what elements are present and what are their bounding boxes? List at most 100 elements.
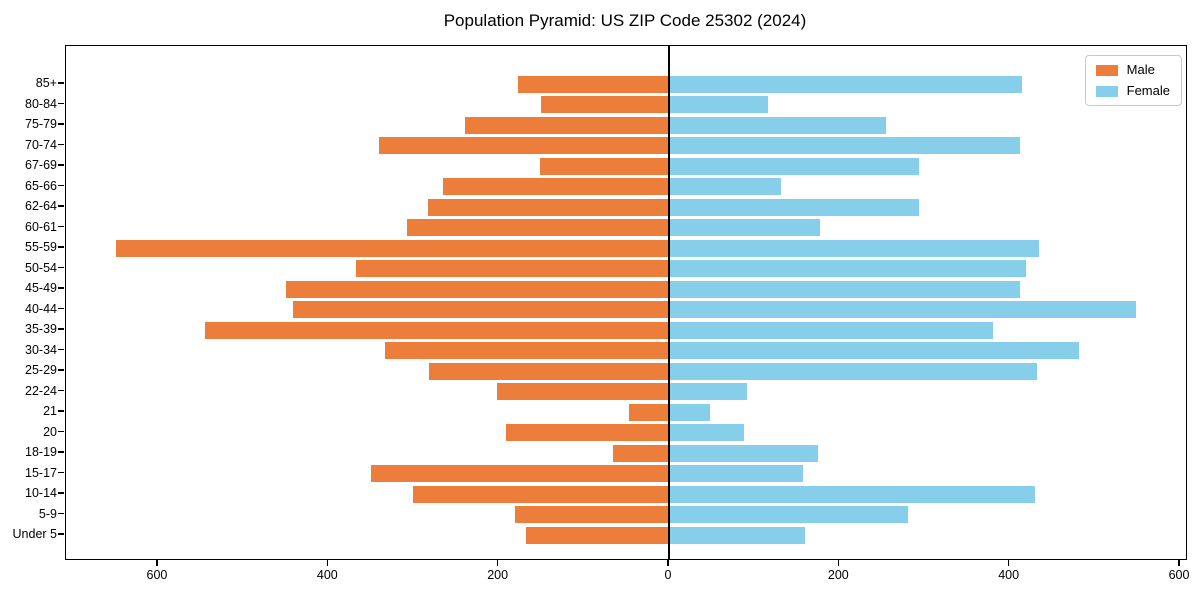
bar-female-62-64	[669, 198, 919, 216]
bar-male-10-14	[413, 485, 669, 503]
y-label-35-39: 35-39	[25, 322, 57, 336]
y-label-85+: 85+	[35, 76, 57, 90]
y-label-40-44: 40-44	[25, 301, 57, 316]
y-label-50-54: 50-54	[25, 260, 57, 275]
y-label-70-74: 70-74	[25, 137, 57, 152]
bar-female-45-49	[669, 280, 1020, 298]
bar-male-62-64	[427, 198, 669, 216]
y-tickmark-67-69	[58, 164, 64, 166]
bar-female-65-66	[669, 178, 781, 195]
y-tickmark-30-34	[58, 348, 64, 351]
y-label-5-9: 5-9	[38, 506, 57, 521]
legend: Male Female	[1084, 55, 1182, 106]
bar-male-85+	[518, 75, 669, 93]
bar-female-15-17	[669, 465, 803, 482]
x-ticklabel-200-2: 200	[487, 568, 509, 582]
bar-male-60-61	[406, 219, 669, 236]
y-label-60-61: 60-61	[25, 219, 57, 234]
y-label-65-66: 65-66	[25, 178, 57, 193]
y-label-45-49: 45-49	[25, 281, 57, 295]
x-ticklabel-0-3: 0	[664, 568, 672, 582]
y-label-30-34: 30-34	[25, 342, 57, 357]
bar-male-20	[506, 424, 669, 441]
bar-male-67-69	[540, 157, 669, 175]
bar-male-45-49	[285, 280, 669, 298]
y-tickmark-80-84	[58, 102, 64, 105]
y-tickmark-45-49	[58, 287, 64, 289]
x-tickmark-200-2	[496, 560, 499, 566]
bar-male-15-17	[370, 465, 669, 482]
y-tickmark-65-66	[58, 184, 64, 187]
bar-male-80-84	[541, 96, 669, 113]
y-label-62-64: 62-64	[25, 199, 57, 213]
legend-label-male: Male	[1126, 62, 1155, 77]
bar-male-22-24	[496, 383, 669, 400]
y-label-25-29: 25-29	[25, 363, 57, 377]
bar-female-70-74	[669, 137, 1020, 154]
bar-male-21	[628, 403, 669, 421]
y-tickmark-35-39	[58, 328, 64, 330]
y-label-75-79: 75-79	[25, 117, 57, 131]
x-tickmark-600-0	[156, 560, 158, 566]
bar-female-80-84	[669, 96, 768, 113]
y-tickmark-40-44	[58, 307, 64, 310]
bar-female-22-24	[669, 383, 747, 400]
male-color-swatch	[1095, 64, 1118, 76]
legend-item-female: Female	[1095, 83, 1170, 98]
y-label-Under 5: Under 5	[12, 527, 57, 541]
y-tickmark-60-61	[58, 225, 64, 228]
plot-area: Male Female	[65, 45, 1187, 560]
bar-female-85+	[669, 75, 1023, 93]
y-tickmark-21	[58, 410, 64, 412]
bar-male-50-54	[355, 260, 669, 277]
y-label-18-19: 18-19	[25, 445, 57, 459]
bar-female-21	[669, 403, 710, 421]
y-label-21: 21	[43, 404, 57, 418]
y-tickmark-70-74	[58, 143, 64, 146]
y-tickmark-75-79	[58, 123, 64, 125]
x-ticklabel-400-5: 400	[998, 568, 1020, 582]
bar-female-60-61	[669, 219, 820, 236]
y-tickmark-Under 5	[58, 533, 64, 535]
y-tickmark-85+	[58, 82, 64, 84]
bar-female-67-69	[669, 157, 919, 175]
x-ticklabel-600-6: 600	[1168, 568, 1190, 582]
legend-label-female: Female	[1126, 83, 1170, 98]
x-tickmark-400-1	[326, 560, 329, 566]
y-tickmark-55-59	[58, 246, 64, 248]
bar-female-25-29	[669, 362, 1037, 380]
y-tickmark-50-54	[58, 266, 64, 269]
y-label-80-84: 80-84	[25, 96, 57, 111]
bar-male-25-29	[428, 362, 669, 380]
y-tickmark-22-24	[58, 389, 64, 392]
bar-female-55-59	[669, 239, 1040, 257]
bar-female-40-44	[669, 301, 1136, 318]
x-tickmark-0-3	[667, 560, 669, 566]
y-tickmark-5-9	[58, 512, 64, 515]
bar-male-30-34	[385, 342, 669, 359]
bar-male-35-39	[204, 321, 669, 339]
x-ticklabel-400-1: 400	[316, 568, 338, 582]
bar-female-30-34	[669, 342, 1079, 359]
bar-female-75-79	[669, 116, 887, 134]
bar-female-50-54	[669, 260, 1026, 277]
y-label-10-14: 10-14	[25, 486, 57, 500]
bar-male-Under 5	[525, 526, 669, 544]
y-tickmark-20	[58, 430, 64, 433]
x-ticklabel-200-4: 200	[827, 568, 849, 582]
bar-male-5-9	[514, 506, 669, 523]
bar-female-10-14	[669, 485, 1036, 503]
x-tickmark-600-6	[1178, 560, 1180, 566]
y-tickmark-25-29	[58, 369, 64, 371]
bar-male-18-19	[612, 444, 669, 462]
bar-female-35-39	[669, 321, 994, 339]
y-label-55-59: 55-59	[25, 240, 57, 254]
bar-male-55-59	[116, 239, 669, 257]
bar-female-20	[669, 424, 744, 441]
bar-female-Under 5	[669, 526, 806, 544]
bar-male-75-79	[464, 116, 669, 134]
y-tickmark-15-17	[58, 471, 64, 474]
bar-male-70-74	[379, 137, 669, 154]
y-label-22-24: 22-24	[25, 383, 57, 398]
